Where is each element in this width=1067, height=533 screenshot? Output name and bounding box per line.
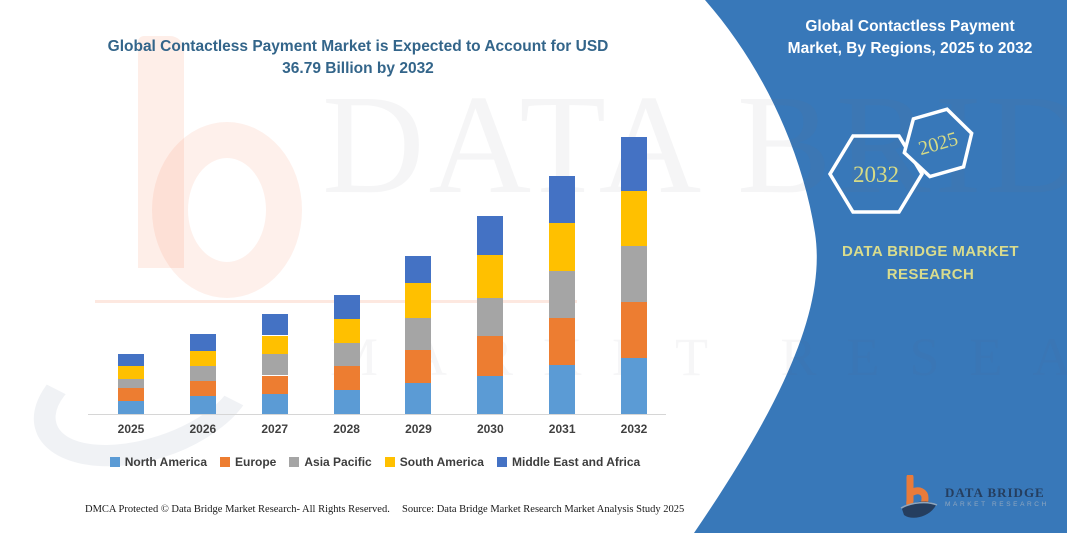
bar-segment-middle-east-and-africa-2027 bbox=[261, 314, 288, 336]
chart-title-line1: Global Contactless Payment Market is Exp… bbox=[107, 38, 609, 55]
bar-segment-europe-2027 bbox=[261, 375, 288, 395]
x-axis-label-2025: 2025 bbox=[117, 422, 145, 436]
legend-item-middle-east-and-africa: Middle East and Africa bbox=[496, 455, 641, 469]
bar-segment-europe-2028 bbox=[333, 365, 360, 390]
bar-segment-north-america-2032 bbox=[621, 358, 648, 414]
bar-segment-north-america-2028 bbox=[333, 389, 360, 414]
brand-text-line1: DATA BRIDGE MARKET bbox=[842, 243, 1019, 260]
bar-segment-middle-east-and-africa-2029 bbox=[405, 256, 432, 284]
legend-label: Asia Pacific bbox=[304, 455, 372, 469]
legend-swatch-north-america bbox=[109, 457, 120, 467]
bar-segment-asia-pacific-2026 bbox=[189, 365, 216, 381]
bar-segment-south-america-2025 bbox=[118, 366, 144, 379]
legend-item-europe: Europe bbox=[220, 455, 276, 469]
hexagon-badges: 2032 2025 bbox=[827, 107, 974, 214]
logo-b-icon bbox=[900, 473, 938, 518]
hexagon-2025: 2025 bbox=[902, 107, 974, 179]
brand-text: DATA BRIDGE MARKET RESEARCH bbox=[788, 240, 1067, 286]
bar-segment-middle-east-and-africa-2032 bbox=[621, 137, 648, 191]
bar-segment-asia-pacific-2028 bbox=[333, 343, 360, 366]
legend-label: South America bbox=[399, 455, 484, 469]
brand-text-line2: RESEARCH bbox=[886, 266, 975, 283]
bar-segment-middle-east-and-africa-2025 bbox=[118, 354, 144, 367]
x-axis-label-2027: 2027 bbox=[261, 422, 289, 436]
legend-item-north-america: North America bbox=[109, 455, 208, 469]
bar-segment-middle-east-and-africa-2030 bbox=[477, 216, 504, 256]
source-notice: Source: Data Bridge Market Research Mark… bbox=[402, 504, 685, 515]
legend-swatch-middle-east-and-africa bbox=[496, 457, 507, 467]
bar-segment-europe-2030 bbox=[477, 335, 504, 377]
legend-label: Middle East and Africa bbox=[511, 455, 641, 469]
bar-segment-asia-pacific-2025 bbox=[118, 378, 144, 389]
bar-segment-north-america-2031 bbox=[549, 364, 576, 414]
chart-legend: North America Europe Asia Pacific South Ame… bbox=[70, 455, 680, 469]
bar-segment-south-america-2032 bbox=[621, 190, 648, 246]
bar-segment-south-america-2029 bbox=[405, 283, 432, 319]
bar-segment-asia-pacific-2027 bbox=[261, 354, 288, 376]
legend-swatch-europe bbox=[220, 457, 231, 467]
bar-segment-europe-2032 bbox=[621, 301, 648, 359]
bar-segment-north-america-2030 bbox=[477, 376, 504, 414]
bar-segment-middle-east-and-africa-2026 bbox=[189, 333, 216, 351]
bar-segment-south-america-2028 bbox=[333, 318, 360, 344]
x-axis-label-2026: 2026 bbox=[189, 422, 217, 436]
legend-swatch-south-america bbox=[384, 457, 395, 467]
bar-segment-north-america-2025 bbox=[118, 401, 144, 414]
side-panel-shape bbox=[694, 0, 1067, 533]
bar-segment-europe-2029 bbox=[405, 349, 432, 384]
x-axis-label-2030: 2030 bbox=[476, 422, 504, 436]
legend-item-asia-pacific: Asia Pacific bbox=[289, 455, 372, 469]
bar-segment-asia-pacific-2029 bbox=[405, 318, 432, 350]
bar-segment-europe-2025 bbox=[118, 388, 144, 402]
company-logo-text: DATA BRIDGE MARKET RESEARCH bbox=[945, 484, 1049, 509]
bar-segment-south-america-2027 bbox=[261, 335, 288, 355]
bar-segment-south-america-2031 bbox=[549, 223, 576, 272]
hexagon-2032-label: 2032 bbox=[853, 162, 899, 187]
bar-segment-asia-pacific-2032 bbox=[621, 245, 648, 302]
bar-segment-south-america-2030 bbox=[477, 255, 504, 298]
bar-segment-middle-east-and-africa-2031 bbox=[549, 176, 576, 224]
bar-segment-north-america-2029 bbox=[405, 383, 432, 414]
x-axis-label-2031: 2031 bbox=[548, 422, 576, 436]
chart-title: Global Contactless Payment Market is Exp… bbox=[58, 36, 658, 80]
bar-segment-north-america-2026 bbox=[189, 395, 216, 414]
company-logo: DATA BRIDGE MARKET RESEARCH bbox=[900, 472, 1060, 522]
side-panel-heading: Global Contactless Payment Market, By Re… bbox=[762, 16, 1058, 60]
bar-segment-europe-2031 bbox=[549, 318, 576, 365]
side-panel-heading-line2: Market, By Regions, 2025 to 2032 bbox=[787, 40, 1033, 57]
bar-segment-asia-pacific-2031 bbox=[549, 271, 576, 319]
legend-label: North America bbox=[124, 455, 208, 469]
bar-segment-south-america-2026 bbox=[189, 350, 216, 366]
x-axis-label-2029: 2029 bbox=[405, 422, 432, 436]
company-logo-name: DATA BRIDGE bbox=[945, 484, 1045, 500]
legend-item-south-america: South America bbox=[384, 455, 484, 469]
company-logo-tagline: MARKET RESEARCH bbox=[945, 500, 1049, 508]
x-axis-line bbox=[88, 414, 666, 415]
company-logo-mark bbox=[900, 473, 938, 519]
x-axis-label-2032: 2032 bbox=[620, 422, 648, 436]
bar-segment-middle-east-and-africa-2028 bbox=[333, 294, 360, 319]
bar-segment-europe-2026 bbox=[189, 380, 216, 396]
bar-segment-asia-pacific-2030 bbox=[477, 297, 504, 336]
x-axis-label-2028: 2028 bbox=[333, 422, 360, 436]
hexagon-2032 bbox=[827, 134, 925, 214]
dmca-notice: DMCA Protected © Data Bridge Market Rese… bbox=[85, 504, 390, 515]
side-panel-heading-line1: Global Contactless Payment bbox=[805, 18, 1015, 35]
bar-segment-north-america-2027 bbox=[261, 394, 288, 414]
chart-title-line2: 36.79 Billion by 2032 bbox=[282, 60, 434, 77]
legend-swatch-asia-pacific bbox=[289, 457, 300, 467]
legend-label: Europe bbox=[235, 455, 277, 469]
